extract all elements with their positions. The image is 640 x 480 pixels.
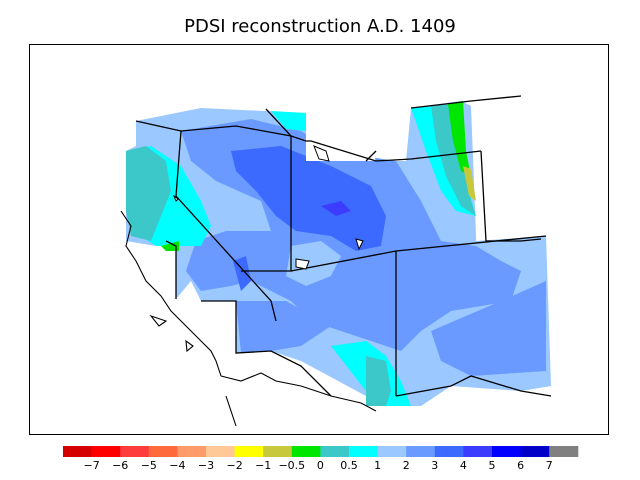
pdsi-region-3b (236, 301, 331, 353)
legend-swatch (463, 446, 493, 457)
unsampled-area-b (476, 96, 546, 241)
legend-label: 2 (402, 459, 410, 472)
pdsi-region-0 (448, 101, 471, 176)
legend-swatch (263, 446, 293, 457)
legend-label: −0.5 (278, 459, 306, 472)
legend-label: 0.5 (340, 459, 358, 472)
state-borders (135, 95, 552, 397)
legend-label: 0 (316, 459, 324, 472)
pdsi-region-0-5 (126, 146, 171, 241)
legend-label: 1 (374, 459, 382, 472)
coastline (120, 210, 377, 427)
pdsi-region-1d (271, 111, 306, 131)
legend-swatch (492, 446, 522, 457)
pdsi-region-0-5b (431, 104, 476, 216)
legend-label: −6 (112, 459, 129, 472)
legend-swatch (234, 446, 264, 457)
legend-label: 7 (545, 459, 553, 472)
legend-label: 6 (517, 459, 525, 472)
chart-title: PDSI reconstruction A.D. 1409 (184, 16, 456, 37)
lakes (172, 145, 364, 270)
pdsi-region-neg-0-5 (463, 166, 476, 201)
legend-label: 5 (488, 459, 496, 472)
legend-label: 3 (431, 459, 439, 472)
legend-swatch (520, 446, 550, 457)
legend-label: −7 (83, 459, 100, 472)
legend-label: −4 (169, 459, 186, 472)
legend-swatch (434, 446, 464, 457)
legend-label: −2 (226, 459, 243, 472)
legend-swatch (120, 446, 150, 457)
legend-swatch (406, 446, 436, 457)
legend-swatch (320, 446, 350, 457)
pdsi-region-0b (161, 241, 179, 251)
legend-swatch (91, 446, 121, 457)
legend-label: −5 (140, 459, 157, 472)
pdsi-region-0-5c (366, 356, 391, 406)
pdsi-region-5 (321, 201, 351, 216)
legend-swatch (291, 446, 321, 457)
legend-swatch (148, 446, 178, 457)
pdsi-region-3c (431, 281, 546, 376)
legend-swatch (349, 446, 379, 457)
legend-label: 4 (459, 459, 467, 472)
legend-label: −3 (197, 459, 215, 472)
unsampled-area (306, 113, 376, 161)
legend-swatch (206, 446, 236, 457)
legend-swatch (377, 446, 407, 457)
legend-swatch (549, 446, 579, 457)
legend-swatch (63, 446, 93, 457)
pdsi-region-2b (286, 241, 341, 286)
legend-swatch (177, 446, 207, 457)
legend-label: −1 (255, 459, 272, 472)
pdsi-map (120, 95, 552, 427)
pdsi-region-4 (231, 146, 386, 251)
map-panel (29, 44, 609, 435)
